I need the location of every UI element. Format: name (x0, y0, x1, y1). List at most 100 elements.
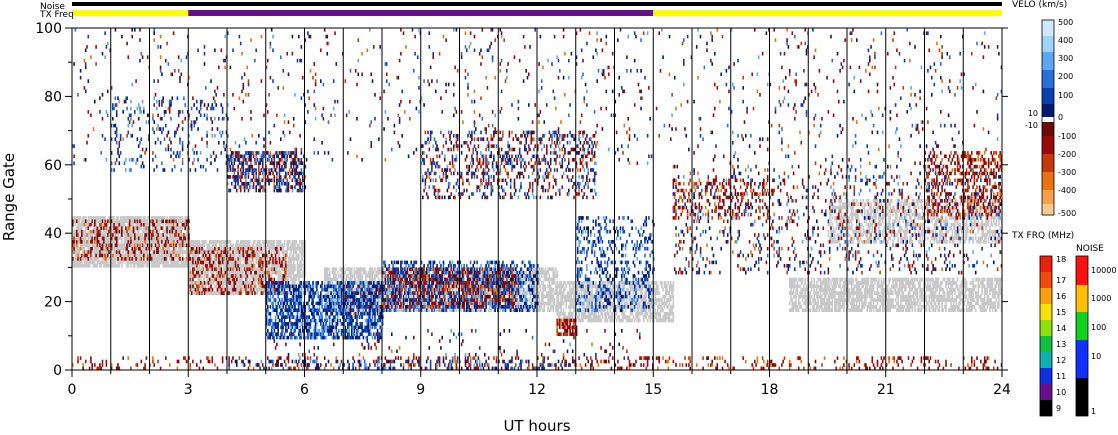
echo-cell (287, 264, 290, 268)
echo-cell (112, 240, 114, 244)
echo-cell (615, 318, 618, 323)
echo-cell (150, 253, 153, 258)
echo-cell (176, 260, 179, 265)
echo-cell (241, 270, 243, 275)
echo-cell (277, 274, 279, 278)
echo-cell (401, 308, 403, 313)
echo-cell (122, 246, 124, 251)
echo-cell (528, 274, 530, 278)
echo-cell (215, 284, 217, 289)
echo-cell (149, 240, 152, 244)
echo-cell (549, 291, 552, 295)
echo-cell (232, 291, 234, 295)
echo-cell (181, 233, 184, 237)
echo-cell (301, 257, 304, 261)
echo-cell (177, 250, 180, 254)
echo-cell (130, 222, 132, 227)
echo-cell (387, 291, 389, 295)
echo-cell (207, 246, 210, 251)
echo-cell (296, 267, 299, 272)
echo-cell (237, 253, 239, 258)
echo-cell (241, 291, 243, 295)
echo-cell (243, 253, 246, 258)
echo-cell (227, 287, 229, 292)
echo-cell (210, 250, 212, 254)
echo-cell (415, 308, 418, 313)
echo-cell (273, 250, 276, 254)
echo-cell (77, 226, 79, 231)
echo-cell (211, 246, 214, 251)
echo-cell (367, 294, 370, 299)
echo-cell (110, 229, 113, 234)
echo-cell (84, 236, 87, 241)
echo-cell (197, 264, 199, 268)
echo-cell (156, 243, 158, 248)
echo-cell (540, 281, 543, 285)
echo-cell (122, 219, 124, 224)
echo-cell (236, 246, 238, 251)
echo-cell (232, 243, 234, 248)
echo-cell (79, 243, 82, 248)
echo-cell (119, 233, 122, 237)
echo-cell (817, 298, 819, 302)
echo-cell (265, 240, 268, 244)
echo-cell (220, 257, 223, 261)
echo-cell (188, 270, 190, 275)
echo-cell (75, 253, 78, 258)
echo-cell (621, 301, 623, 306)
echo-cell (287, 287, 290, 292)
echo-cell (78, 229, 81, 234)
echo-cell (91, 257, 93, 261)
echo-cell (114, 233, 117, 237)
echo-cell (352, 274, 354, 278)
echo-cell (78, 236, 81, 241)
echo-cell (185, 246, 188, 251)
echo-cell (401, 284, 403, 289)
echo-cell (466, 287, 468, 292)
echo-cell (804, 281, 806, 285)
echo-cell (97, 216, 100, 220)
echo-cell (180, 233, 183, 237)
echo-cell (241, 284, 243, 289)
echo-cell (224, 253, 226, 258)
echo-cell (206, 291, 208, 295)
echo-cell (280, 260, 282, 265)
echo-cell (224, 240, 226, 244)
echo-cell (73, 257, 75, 261)
echo-cell (230, 287, 233, 292)
echo-cell (137, 253, 140, 258)
echo-cell (661, 305, 663, 309)
echo-cell (141, 253, 144, 258)
echo-cell (546, 291, 548, 295)
echo-cell (500, 287, 503, 292)
echo-cell (531, 270, 534, 275)
echo-cell (177, 216, 180, 220)
echo-cell (294, 250, 296, 254)
echo-cell (358, 270, 361, 275)
echo-cell (538, 284, 540, 289)
echo-cell (130, 233, 132, 237)
echo-cell (121, 236, 123, 241)
echo-cell (269, 260, 272, 265)
echo-cell (218, 267, 220, 272)
echo-cell (630, 294, 632, 299)
echo-cell (219, 257, 221, 261)
echo-cell (143, 216, 145, 220)
echo-cell (378, 277, 380, 282)
echo-cell (118, 243, 121, 248)
echo-cell (234, 253, 237, 258)
echo-cell (152, 250, 154, 254)
echo-cell (493, 270, 495, 275)
echo-cell (229, 284, 232, 289)
echo-cell (121, 219, 123, 224)
echo-cell (329, 274, 331, 278)
echo-cell (553, 298, 556, 302)
echo-cell (639, 305, 641, 309)
echo-cell (521, 305, 524, 309)
echo-cell (115, 216, 118, 220)
echo-cell (139, 222, 141, 227)
echo-cell (113, 260, 115, 265)
echo-cell (74, 264, 77, 268)
echo-cell (436, 308, 438, 313)
echo-cell (152, 260, 154, 265)
